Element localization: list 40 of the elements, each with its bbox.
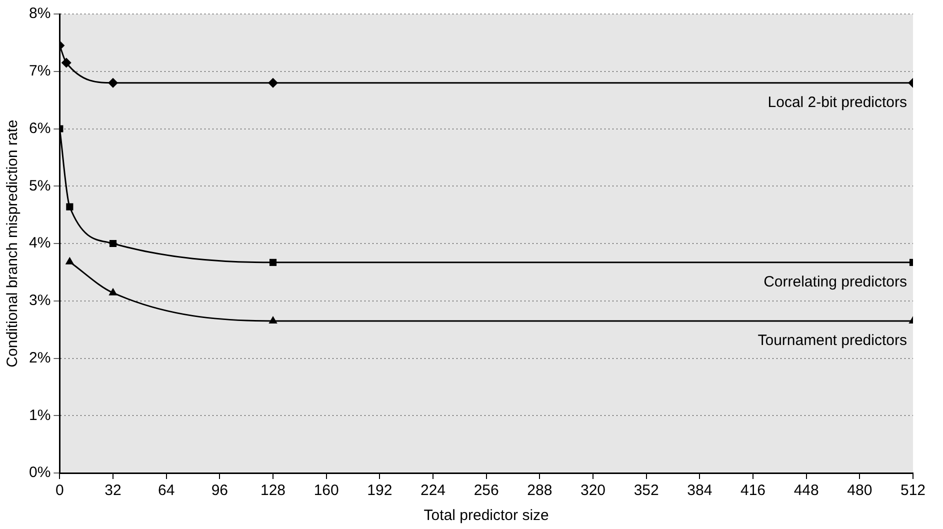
point [108,78,118,88]
x-tick-label: 416 [740,482,766,500]
x-tick-label: 32 [104,482,122,500]
x-tick-label: 192 [367,482,392,500]
y-tick-label: 7% [28,62,51,80]
y-tick-label: 8% [28,5,51,22]
x-tick-label: 128 [260,482,286,500]
x-tick-label: 480 [847,482,872,500]
y-tick-label: 0% [28,464,51,482]
x-tick-label: 160 [314,482,339,500]
x-tick-label: 320 [580,482,606,500]
y-tick-label: 3% [28,292,51,310]
x-tick-label: 448 [794,482,819,500]
annotation: Tournament predictors [758,332,907,350]
y-tick-label: 1% [28,406,51,424]
y-axis-title: Conditional branch misprediction rate [4,120,22,368]
x-tick-label: 288 [527,482,552,500]
point [109,240,117,248]
x-tick-label: 512 [900,482,926,500]
annotation: Correlating predictors [764,274,907,291]
x-tick-label: 96 [211,482,228,500]
x-tick-label: 224 [420,482,446,500]
y-tick-label: 5% [28,177,51,194]
annotation: Local 2-bit predictors [768,94,907,111]
point [268,316,278,324]
point [269,258,277,266]
y-tick-label: 4% [28,234,51,252]
point [65,256,74,264]
x-tick-label: 64 [158,482,175,500]
x-axis-title: Total predictor size [424,507,549,524]
x-tick-label: 384 [687,482,712,500]
x-tick-label: 352 [634,482,659,500]
point [268,78,278,88]
y-tick-label: 2% [28,349,51,366]
x-tick-label: 0 [56,482,64,500]
y-tick-label: 6% [28,120,51,137]
point [66,203,74,210]
point [61,58,72,68]
point [108,288,118,296]
x-tick-label: 256 [474,482,499,500]
